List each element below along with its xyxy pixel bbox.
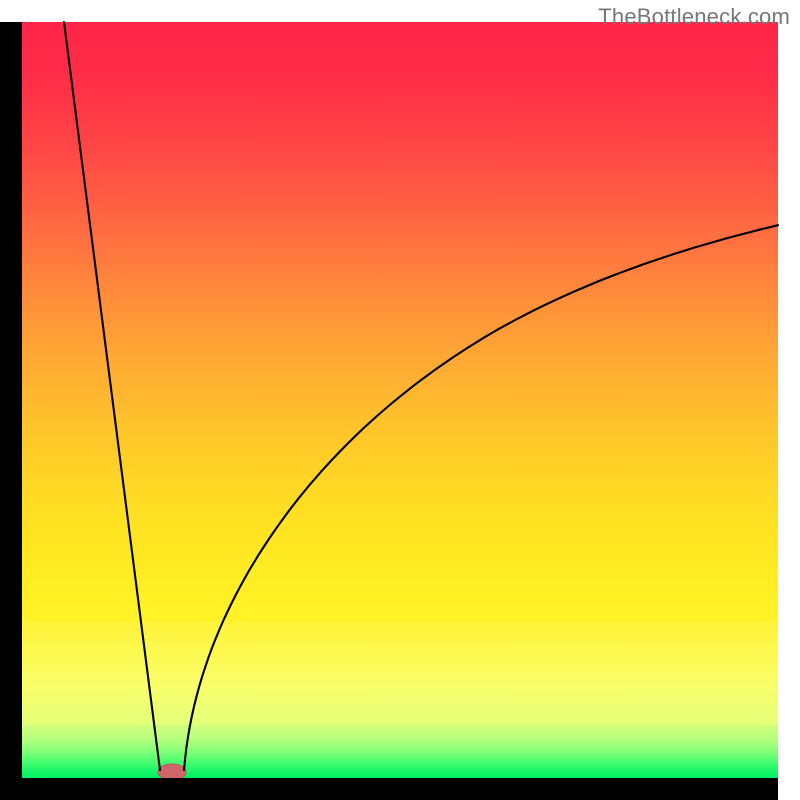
plot-gradient [22, 22, 778, 778]
chart-container: { "watermark": { "text": "TheBottleneck.… [0, 0, 800, 800]
axis-bottom [0, 778, 778, 800]
bottleneck-chart [0, 0, 800, 800]
min-marker [158, 764, 186, 780]
watermark-text: TheBottleneck.com [598, 4, 790, 30]
axis-left [0, 22, 22, 800]
